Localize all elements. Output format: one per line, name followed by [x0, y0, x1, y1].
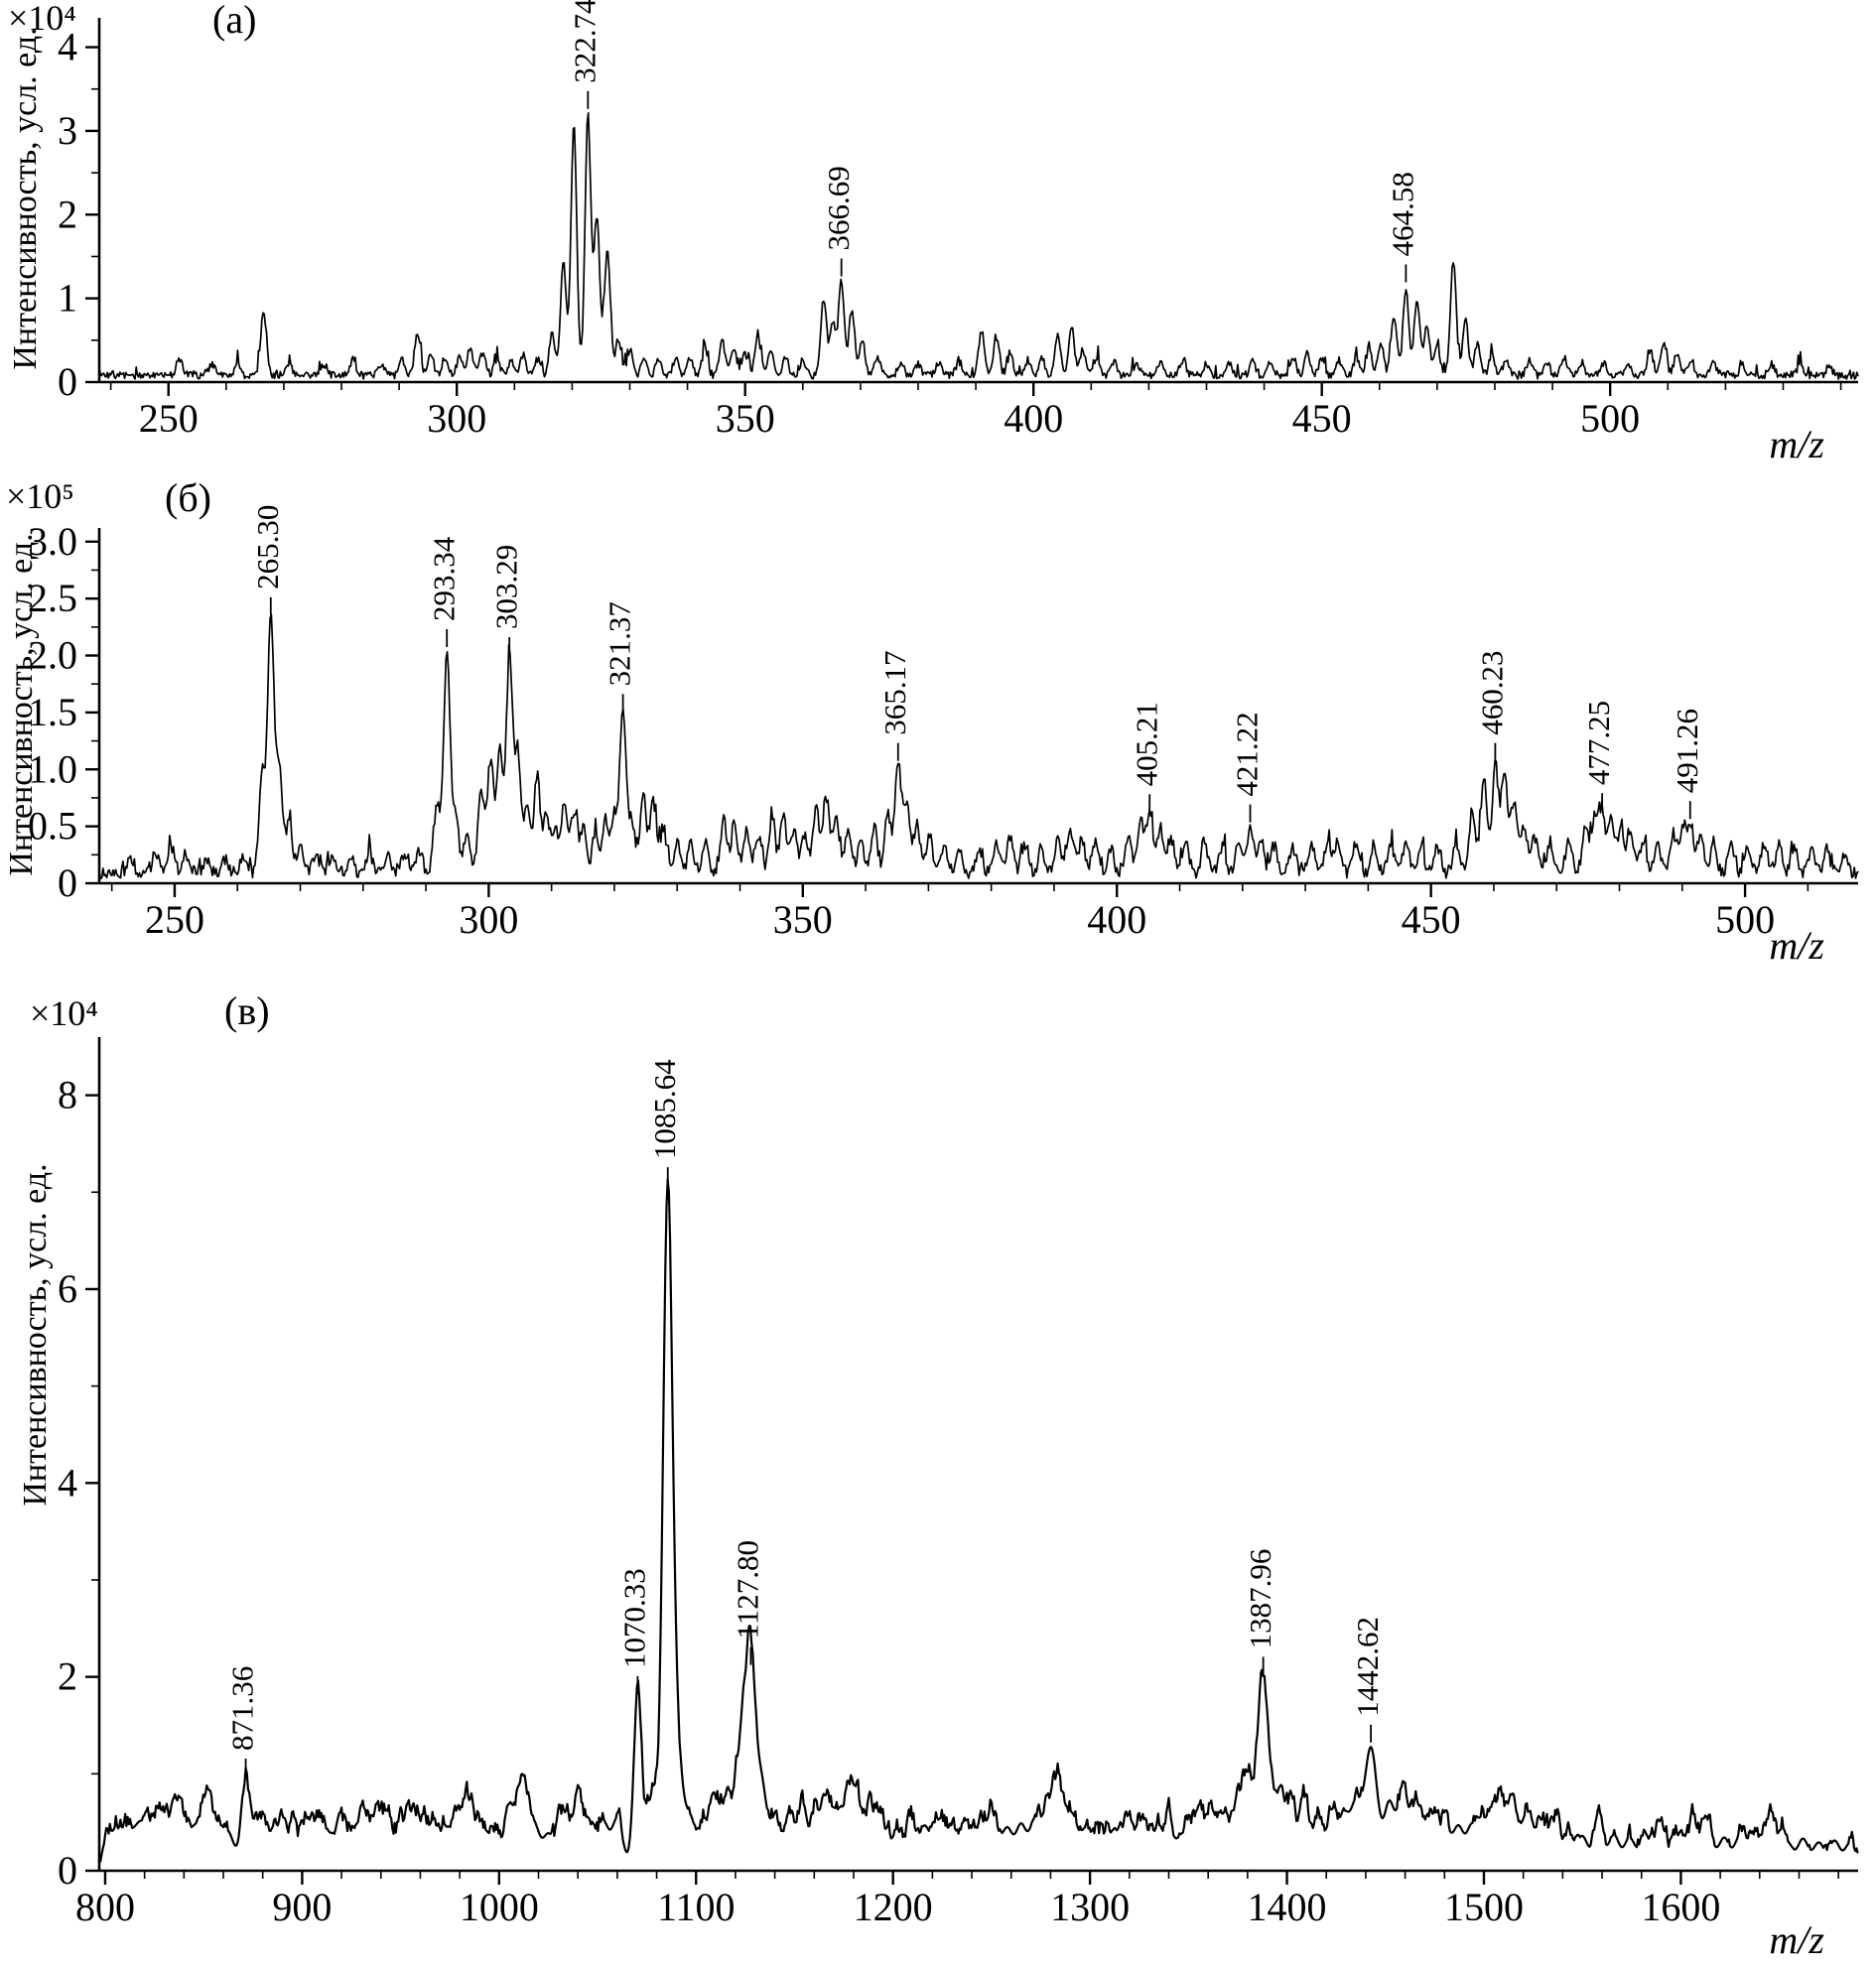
y-tick-label: 4: [58, 25, 77, 69]
peak-label: 366.69: [821, 166, 856, 250]
x-tick-label: 250: [139, 396, 199, 441]
x-tick-label: 400: [1087, 897, 1146, 942]
peak-label: 464.58: [1386, 172, 1420, 256]
x-tick-label: 400: [1004, 396, 1063, 441]
y-axis-title: Интенсивность, усл. ед.: [7, 27, 44, 370]
x-tick-label: 1300: [1050, 1885, 1130, 1929]
panel-letter: (а): [212, 0, 257, 42]
x-tick-label: 450: [1402, 897, 1461, 942]
spectrum-trace: [98, 1178, 1859, 1864]
x-tick-label: 1600: [1641, 1885, 1720, 1929]
spectrum-plot-b: 250 300 350 400 450 500 0 0.5 1.0 1.5 2.0 2.5 3.0 265…: [28, 505, 1859, 942]
peak-label: 1085.64: [647, 1059, 682, 1159]
y-tick-label: 0: [58, 1848, 77, 1893]
peak-label: 421.22: [1230, 712, 1265, 796]
y-tick-label: 2.0: [28, 633, 77, 678]
spectrum-plot-v: 800 900 1000 1100 1200 1300 1400 1500 1600 0 2 4 6 8 8…: [58, 1037, 1859, 1929]
peak-label: 322.74: [567, 0, 602, 83]
y-tick-label: 1.5: [28, 690, 77, 734]
y-tick-label: 4: [58, 1460, 77, 1505]
x-tick-label: 1400: [1248, 1885, 1327, 1929]
y-scale-label: ×10⁴: [30, 993, 98, 1033]
y-tick-label: 2.5: [28, 576, 77, 620]
x-tick-label: 1000: [460, 1885, 539, 1929]
y-tick-label: 2: [58, 1654, 77, 1699]
x-tick-label: 900: [272, 1885, 332, 1929]
peak-label: 1442.62: [1350, 1617, 1385, 1717]
peak-label: 871.36: [225, 1666, 260, 1751]
x-tick-label: 1500: [1444, 1885, 1524, 1929]
panel-letter: (б): [165, 475, 211, 520]
panel-letter: (в): [224, 988, 270, 1033]
peak-label: 1127.80: [731, 1540, 765, 1639]
peak-label: 303.29: [488, 545, 523, 629]
peak-label: 405.21: [1129, 702, 1163, 786]
x-tick-label: 350: [773, 897, 833, 942]
y-tick-label: 8: [58, 1073, 77, 1117]
y-tick-label: 1.0: [28, 746, 77, 791]
peak-label: 321.37: [603, 601, 637, 686]
x-tick-label: 1100: [657, 1885, 736, 1929]
peak-label: 477.25: [1581, 701, 1616, 785]
x-tick-label: 800: [75, 1885, 135, 1929]
spectrum-panel-a: ×10⁴ (а) Интенсивность, усл. ед. m/z 250…: [0, 0, 1876, 466]
spectrum-plot-a: 250 300 350 400 450 500 0 1 2 3 4 322.74 366.69 464.5…: [58, 0, 1859, 441]
y-tick-label: 3.0: [28, 519, 77, 564]
peak-label: 1070.33: [616, 1568, 651, 1668]
x-tick-label: 250: [145, 897, 204, 942]
x-axis-title: m/z: [1769, 1917, 1824, 1962]
peak-label: 293.34: [426, 536, 461, 621]
y-scale-label: ×10⁵: [6, 476, 74, 516]
x-tick-label: 350: [716, 396, 775, 441]
peak-label: 265.30: [250, 505, 285, 590]
x-tick-label: 300: [427, 396, 486, 441]
y-axis-title: Интенсивность, усл. ед.: [17, 1163, 54, 1507]
y-axis-title: Интенсивность, усл. ед.: [3, 533, 40, 876]
y-tick-label: 0.5: [28, 804, 77, 849]
peak-label: 1387.96: [1243, 1549, 1277, 1649]
x-tick-label: 500: [1715, 897, 1775, 942]
peak-label: 460.23: [1475, 650, 1510, 734]
y-tick-label: 0: [58, 860, 77, 905]
peak-label: 491.26: [1670, 709, 1704, 793]
y-tick-label: 1: [58, 276, 77, 321]
spectrum-trace: [98, 112, 1859, 380]
x-tick-label: 500: [1580, 396, 1640, 441]
x-tick-label: 300: [459, 897, 518, 942]
x-tick-label: 450: [1292, 396, 1352, 441]
x-tick-label: 1200: [854, 1885, 933, 1929]
y-tick-label: 3: [58, 108, 77, 153]
x-axis-title: m/z: [1769, 422, 1824, 466]
spectrum-trace: [98, 613, 1859, 880]
y-tick-label: 0: [58, 359, 77, 404]
y-tick-label: 2: [58, 192, 77, 236]
peak-label: 365.17: [877, 650, 912, 734]
y-tick-label: 6: [58, 1266, 77, 1311]
x-axis-title: m/z: [1769, 923, 1824, 968]
spectrum-panel-v: ×10⁴ (в) Интенсивность, усл. ед. m/z 800…: [0, 968, 1876, 1965]
spectrum-panel-b: ×10⁵ (б) Интенсивность, усл. ед. m/z 250…: [0, 466, 1876, 968]
y-scale-label: ×10⁴: [8, 0, 76, 38]
